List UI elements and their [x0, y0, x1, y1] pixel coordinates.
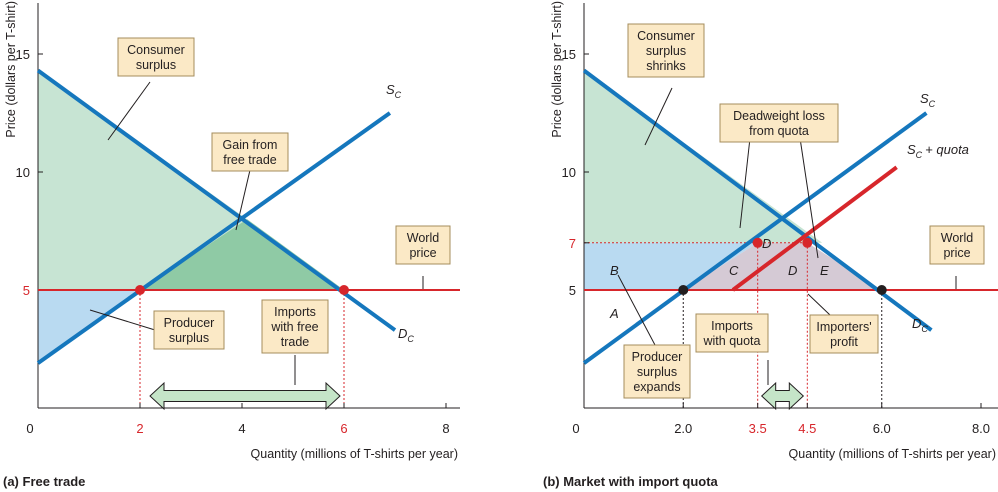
equilibrium-point	[135, 285, 145, 295]
callout-world-price-line: World	[407, 231, 439, 245]
callout-imports-line: trade	[281, 335, 310, 349]
series-label: SC	[386, 82, 402, 100]
leader-line	[107, 81, 151, 141]
chart-caption: (b) Market with import quota	[543, 474, 719, 489]
callout-consumer-surplus-line: surplus	[136, 58, 176, 72]
free-trade-point	[876, 285, 887, 295]
callout-world-price-box	[395, 225, 451, 265]
x-tick-label: 0	[572, 421, 579, 436]
callout-gain-line: free trade	[223, 153, 277, 167]
leader-line	[644, 87, 673, 146]
x-tick-label: 4.5	[798, 421, 816, 436]
callout-imports-line: Imports	[274, 305, 316, 319]
y-tick-label-highlight: 7	[569, 236, 576, 251]
x-tick-label: 4	[238, 421, 245, 436]
y-tick-label: 10	[16, 165, 30, 180]
area-letter-a: A	[609, 306, 619, 321]
callout-importers-profit-line: Importers'	[816, 320, 871, 334]
quota-point	[752, 237, 763, 248]
callout-deadweight-line: Deadweight loss	[733, 109, 825, 123]
leader-line	[739, 137, 751, 229]
callout-world-price-line: price	[409, 246, 436, 260]
y-axis-label: Price (dollars per T-shirt)	[4, 1, 18, 138]
callout-world-price-box	[929, 225, 985, 265]
y-tick-label: 15	[562, 47, 576, 62]
demand-curve	[582, 68, 933, 332]
callout-importers-profit-box	[809, 314, 879, 354]
callout-imports-quota-line: Imports	[711, 319, 753, 333]
y-axis-label: Price (dollars per T-shirt)	[550, 1, 564, 138]
y-tick-label: 10	[562, 165, 576, 180]
area-letter-e: E	[820, 263, 829, 278]
x-tick-label: 3.5	[749, 421, 767, 436]
callout-consumer-shrinks-line: surplus	[646, 44, 686, 58]
quota-point	[802, 237, 813, 248]
callout-deadweight-box	[719, 103, 839, 143]
supply-plus-quota-curve	[731, 165, 898, 292]
chart-caption: (a) Free trade	[3, 474, 85, 489]
leader-line	[807, 293, 831, 316]
leader-line	[799, 137, 819, 259]
leader-line	[235, 169, 251, 231]
gain-from-trade-area	[140, 219, 344, 290]
callout-gain-line: Gain from	[223, 138, 278, 152]
x-tick-label: 2	[136, 421, 143, 436]
demand-curve	[36, 68, 397, 332]
callout-world-price-line: price	[943, 246, 970, 260]
callout-deadweight-line: from quota	[749, 124, 809, 138]
callout-consumer-surplus-line: Consumer	[127, 43, 185, 57]
imports-arrow	[149, 381, 341, 411]
x-tick-label: 0	[26, 421, 33, 436]
callout-world-price-line: World	[941, 231, 973, 245]
callout-producer-surplus-line: surplus	[169, 331, 209, 345]
area-letter-d1: D	[762, 236, 771, 251]
x-tick-label: 8.0	[972, 421, 990, 436]
x-tick-label: 6.0	[873, 421, 891, 436]
imports-quota-arrow	[760, 381, 805, 411]
callout-imports-quota-box	[695, 313, 769, 353]
leader-line	[617, 274, 656, 346]
callout-producer-expands-line: surplus	[637, 365, 677, 379]
callout-imports-line: with free	[270, 320, 318, 334]
callout-importers-profit-line: profit	[830, 335, 858, 349]
series-label: SC	[920, 91, 936, 109]
x-axis-label: Quantity (millions of T-shirts per year)	[251, 447, 458, 461]
callout-producer-expands-line: Producer	[632, 350, 683, 364]
x-axis-label: Quantity (millions of T-shirts per year)	[789, 447, 996, 461]
callout-imports-box	[261, 299, 329, 354]
area-letter-c: C	[729, 263, 739, 278]
series-label: SC + quota	[907, 142, 969, 160]
callout-consumer-shrinks-line: Consumer	[637, 29, 695, 43]
callout-producer-surplus-box	[153, 310, 225, 350]
area-letter-b: B	[610, 263, 619, 278]
callout-producer-expands-line: expands	[633, 380, 680, 394]
series-label: DC	[398, 326, 414, 344]
callout-consumer-surplus-box	[117, 37, 195, 77]
series-label: DC	[912, 316, 928, 334]
free-trade-point	[678, 285, 689, 295]
callout-producer-expands-box	[623, 344, 691, 399]
panel-free-trade: 10 15 5 0 2 4 6 8 Quantity (millions of T-shirts…	[3, 1, 460, 489]
y-tick-label-highlight: 5	[23, 283, 30, 298]
area-letter-d2: D	[788, 263, 797, 278]
x-tick-label: 2.0	[674, 421, 692, 436]
callout-consumer-shrinks-line: shrinks	[646, 59, 686, 73]
x-tick-label: 8	[442, 421, 449, 436]
y-tick-label: 15	[16, 47, 30, 62]
y-tick-label: 5	[569, 283, 576, 298]
panel-import-quota: 5 10 15 7 0 2.0 3.5 4.5 6.0 8.0 Quantity (millions…	[543, 1, 998, 489]
x-tick-label: 6	[340, 421, 347, 436]
callout-producer-surplus-line: Producer	[164, 316, 215, 330]
leader-line	[89, 309, 156, 331]
producer-surplus-area	[584, 242, 758, 364]
supply-curve	[36, 111, 392, 365]
callout-consumer-shrinks-box	[627, 23, 705, 78]
equilibrium-point	[339, 285, 349, 295]
deadweight-loss-area	[683, 242, 882, 290]
supply-curve	[582, 111, 928, 365]
callout-gain-box	[211, 132, 289, 172]
callout-imports-quota-line: with quota	[703, 334, 761, 348]
